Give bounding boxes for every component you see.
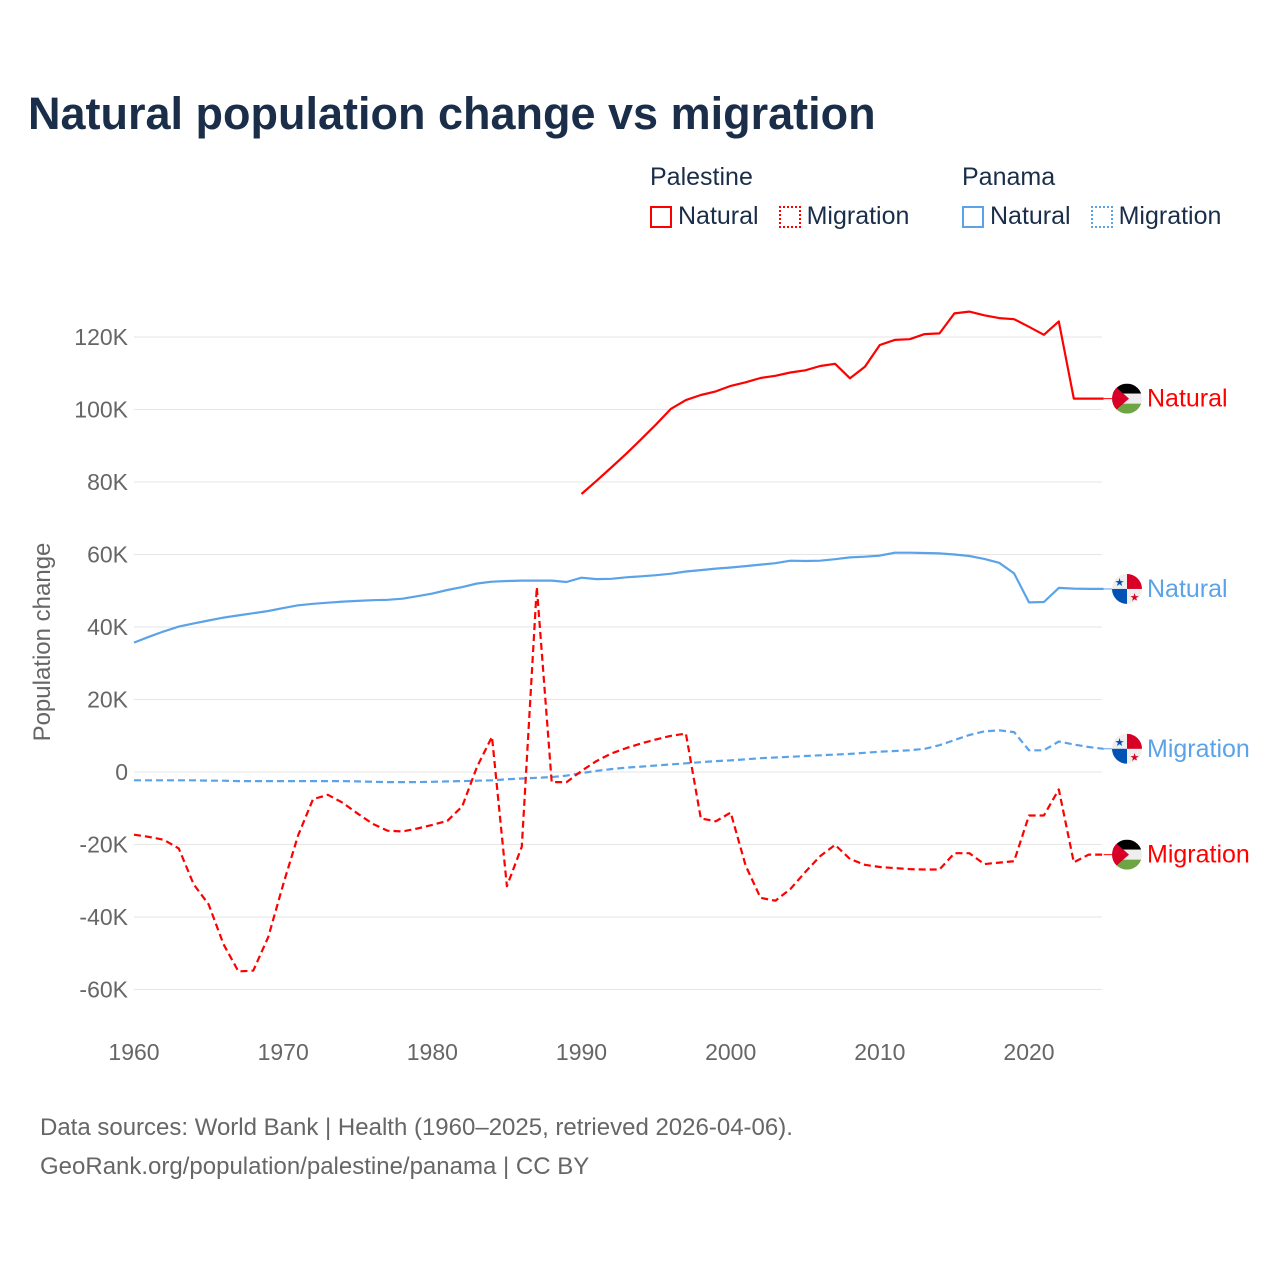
attribution-link[interactable]: GeoRank.org/population/palestine/panama … [40,1153,590,1180]
footer: Data sources: World Bank | Health (1960–… [40,1108,793,1186]
x-tick-label: 2000 [705,1039,756,1065]
svg-text:★: ★ [1115,737,1125,749]
legend-group-name: Panama [962,163,1056,191]
palestine-flag-icon [1112,839,1142,870]
data-source-text: Data sources: World Bank | Health (1960–… [40,1114,793,1141]
x-tick-label: 1990 [556,1039,607,1065]
series-line-panama-migration[interactable] [134,729,1104,784]
y-tick-label: 20K [87,687,129,713]
legend-item-palestine-migration[interactable]: Migration [778,202,910,231]
y-tick-label: 0 [115,759,128,785]
svg-text:★: ★ [1130,752,1140,764]
panama-flag-icon: ★★ [1112,573,1142,604]
legend-item-palestine-natural[interactable]: Natural [650,202,759,231]
legend-label: Migration [1118,202,1222,230]
y-tick-label: 60K [87,542,129,568]
legend-item-panama-migration[interactable]: Migration [1090,202,1222,231]
y-tick-label: 80K [87,469,129,495]
panama-flag-icon: ★★ [1112,733,1142,764]
chart-title: Natural population change vs migration [28,88,876,139]
end-label-panama-migration: Migration [1147,735,1250,763]
x-tick-label: 2020 [1003,1039,1054,1065]
palestine-flag-icon [1112,383,1142,414]
legend-panama: Panama Natural Migration [962,163,1221,231]
y-tick-label: 40K [87,614,129,640]
y-tick-label: 100K [74,397,128,423]
x-tick-label: 1960 [108,1039,159,1065]
y-tick-label: -20K [79,832,128,858]
legend-group-name: Palestine [650,163,753,191]
x-tick-label: 1970 [258,1039,309,1065]
x-tick-label: 1980 [407,1039,458,1065]
svg-text:★: ★ [1115,577,1125,589]
svg-text:★: ★ [1130,592,1140,604]
end-label-palestine-natural: Natural [1147,385,1228,413]
x-tick-label: 2010 [854,1039,905,1065]
end-label-palestine-migration: Migration [1147,841,1250,869]
series-line-palestine-natural[interactable] [580,310,1104,495]
legend-label: Migration [806,202,910,230]
end-label-panama-natural: Natural [1147,575,1228,603]
legend-item-panama-natural[interactable]: Natural [962,202,1071,231]
y-tick-label: -60K [79,977,128,1003]
series-line-panama-natural[interactable] [133,551,1104,644]
solid-swatch-icon [650,205,672,228]
y-tick-label: -40K [79,904,128,930]
legend-label: Natural [990,202,1071,230]
legend-palestine: Palestine Natural Migration [650,163,909,231]
dotted-swatch-icon [1090,205,1113,228]
legend-label: Natural [678,202,759,230]
y-axis-label: Population change [29,543,56,742]
y-tick-label: 120K [74,324,128,350]
solid-swatch-icon [962,205,984,228]
dotted-swatch-icon [778,205,801,228]
series-line-palestine-migration[interactable] [133,585,1104,973]
